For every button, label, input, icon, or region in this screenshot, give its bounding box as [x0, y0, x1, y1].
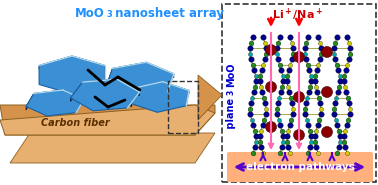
Bar	[222, 4, 376, 182]
Text: 3: 3	[106, 9, 112, 18]
FancyBboxPatch shape	[227, 152, 373, 182]
Polygon shape	[82, 79, 117, 86]
Circle shape	[265, 122, 276, 132]
Text: MoO: MoO	[226, 63, 236, 87]
Text: Carbon fiber: Carbon fiber	[41, 118, 109, 128]
Polygon shape	[72, 56, 105, 70]
Circle shape	[293, 51, 305, 63]
Text: $\mathbf{Li^+/Na^+}$: $\mathbf{Li^+/Na^+}$	[273, 7, 324, 23]
Polygon shape	[63, 90, 84, 103]
Polygon shape	[106, 68, 112, 90]
Polygon shape	[106, 62, 174, 98]
Polygon shape	[134, 82, 163, 92]
Polygon shape	[131, 88, 134, 107]
Polygon shape	[146, 62, 174, 78]
Circle shape	[265, 45, 276, 56]
Polygon shape	[112, 62, 146, 73]
Polygon shape	[26, 90, 84, 116]
Polygon shape	[117, 79, 139, 96]
Polygon shape	[0, 105, 215, 135]
Text: 3: 3	[226, 90, 235, 95]
Bar	[168, 81, 198, 133]
Polygon shape	[71, 79, 139, 111]
Polygon shape	[39, 56, 72, 70]
Text: nanosheet array: nanosheet array	[111, 7, 224, 20]
Circle shape	[293, 92, 305, 102]
Circle shape	[293, 130, 305, 140]
Polygon shape	[0, 105, 215, 135]
Polygon shape	[71, 82, 82, 102]
Polygon shape	[131, 82, 189, 112]
Polygon shape	[10, 133, 215, 163]
Text: electron pathways: electron pathways	[246, 162, 355, 172]
Text: plane: plane	[226, 98, 236, 132]
Circle shape	[322, 46, 333, 58]
Polygon shape	[34, 90, 63, 97]
Circle shape	[322, 127, 333, 137]
Polygon shape	[198, 75, 222, 120]
Circle shape	[265, 82, 276, 92]
Text: MoO: MoO	[75, 7, 105, 20]
Polygon shape	[26, 93, 34, 110]
Circle shape	[322, 87, 333, 97]
Polygon shape	[39, 56, 105, 94]
Polygon shape	[163, 82, 189, 94]
